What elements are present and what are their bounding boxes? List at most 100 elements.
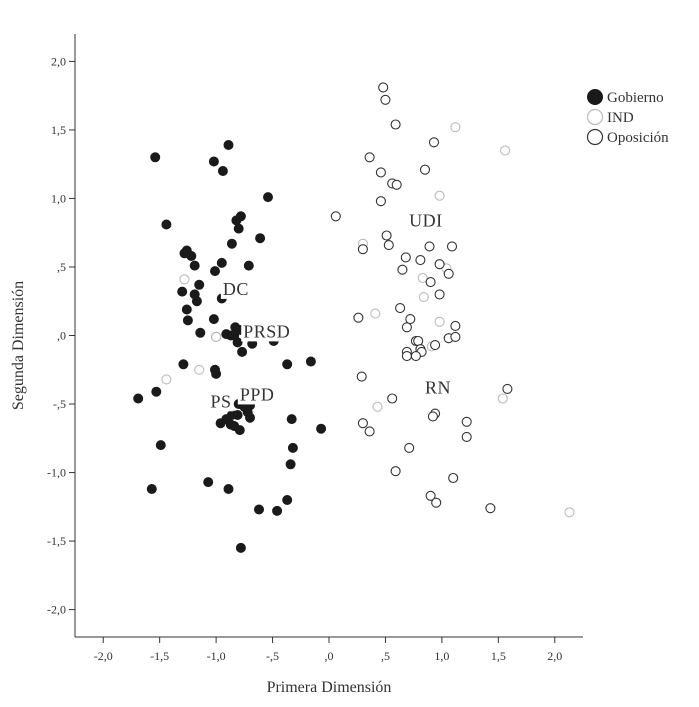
point-gobierno [181,304,192,315]
party-label-background [237,384,277,405]
point-ind [434,190,445,201]
point-gobierno [223,484,234,494]
party-label-dc: DC [220,278,251,299]
x-tick-label: ,5 [381,649,390,663]
point-oposicin [485,503,496,514]
point-oposicin [387,393,398,404]
point-oposicin [401,322,412,333]
point-gobierno [216,257,227,268]
point-gobierno [287,442,298,453]
point-oposicin [375,196,386,207]
point-gobierno [151,386,162,397]
point-oposicin [413,335,424,347]
party-label-text: PRSD [243,321,290,341]
point-oposicin [364,426,375,437]
point-oposicin [415,255,426,266]
legend-marker [586,128,604,146]
y-tick-label: ,0 [57,329,66,343]
legend-item-ind: IND [586,108,634,126]
point-gobierno [285,459,296,470]
point-gobierno [235,542,246,553]
point-ind [179,274,190,285]
party-annotations: UDI DC PRSD RN PS PPD [208,210,453,412]
point-gobierno [189,260,200,271]
point-oposicin [450,320,461,331]
party-label-text: UDI [409,210,443,230]
point-gobierno [155,440,166,451]
point-oposicin [401,351,412,362]
point-ind [497,393,508,404]
point-ind [417,272,428,283]
point-gobierno [286,414,297,425]
point-oposicin [381,230,392,241]
point-oposicin [431,497,442,508]
point-oposicin [448,472,459,484]
party-label-text: DC [223,279,249,299]
point-oposicin [356,371,367,382]
point-oposicin [391,179,402,190]
point-ind [194,364,205,375]
point-ind [372,401,383,412]
point-gobierno [232,337,243,348]
point-oposicin [461,416,472,427]
x-tick-label: -1,0 [207,649,226,663]
x-axis-title: Primera Dimensión [267,679,392,696]
point-oposicin [357,418,368,429]
point-oposicin [443,268,454,279]
legend-item-gobierno: Gobierno [587,89,664,106]
legend-label: IND [607,110,634,126]
point-oposicin [502,383,513,394]
point-gobierno [255,233,266,244]
point-oposicin [428,137,440,148]
party-label-text: PS [210,391,231,411]
party-label-background [407,210,445,231]
point-oposicin [383,240,394,251]
point-gobierno [182,315,193,326]
point-oposicin [434,259,445,270]
point-gobierno [235,211,246,222]
point-oposicin [427,411,438,422]
point-gobierno [195,327,206,338]
x-tick-label: 2,0 [547,649,562,663]
point-gobierno [232,410,243,420]
y-tick-label: -1,5 [47,534,66,548]
point-gobierno [179,248,190,259]
y-tick-label: -,5 [53,397,66,411]
point-oposicin [425,277,436,288]
party-label-ps: PS [208,391,234,412]
party-label-text: PPD [240,384,275,404]
point-gobierno [208,314,219,325]
y-axis-title: Segunda Dimensión [10,281,27,410]
point-ind [434,316,445,327]
y-ticks: 2,0 1,5 1,0 ,5 ,0 -,5 -1,0 -1,5 -2,0 [47,54,75,617]
point-oposicin [397,264,408,275]
point-ind [370,308,381,319]
point-gobierno [245,412,255,423]
point-gobierno [243,260,254,271]
point-ind [211,331,222,342]
x-tick-label: -2,0 [94,649,113,663]
point-gobierno [254,504,264,515]
party-label-udi: UDI [407,210,445,231]
point-oposicin [410,351,421,362]
party-label-ppd: PPD [237,384,277,405]
x-tick-label: -,5 [266,649,279,663]
point-oposicin [357,244,368,255]
point-gobierno [211,368,222,379]
point-gobierno [215,418,226,429]
point-oposicin [404,442,415,453]
party-label-text: RN [425,378,451,398]
party-label-rn: RN [422,377,453,398]
point-oposicin [446,241,458,252]
point-oposicin [364,152,375,163]
point-oposicin [419,164,431,175]
y-tick-label: 1,0 [51,191,66,205]
point-gobierno [305,356,316,367]
y-tick-label: 2,0 [51,54,66,68]
point-oposicin [430,340,441,351]
point-ind [161,374,172,385]
point-ind [564,507,575,518]
point-gobierno [272,505,283,516]
party-label-background [208,391,234,412]
